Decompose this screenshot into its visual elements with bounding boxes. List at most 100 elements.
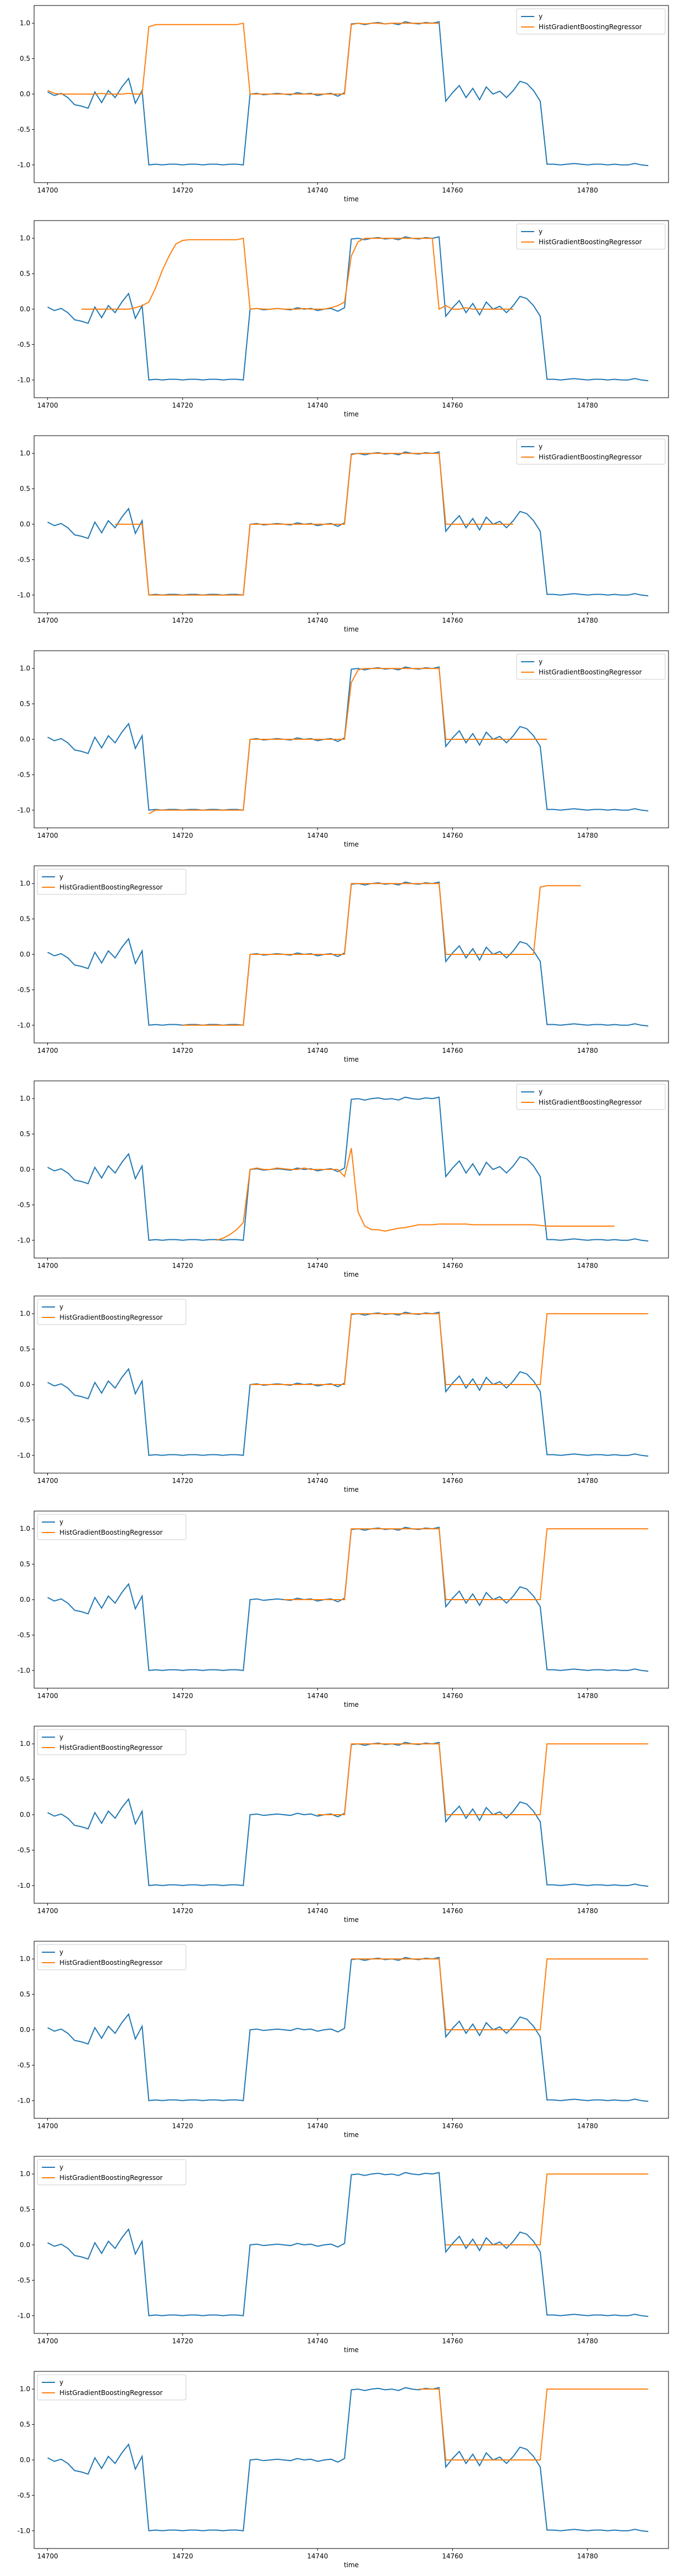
- x-tick-label: 14700: [37, 402, 58, 409]
- y-tick-label: 0.5: [20, 55, 30, 63]
- x-tick-label: 14700: [37, 617, 58, 624]
- series-line-y: [47, 666, 649, 812]
- y-tick-label: 1.0: [20, 880, 30, 887]
- x-tick-label: 14740: [307, 1907, 328, 1915]
- series-line-y: [47, 2172, 649, 2317]
- x-tick-label: 14760: [442, 1907, 463, 1915]
- chart-10: -1.0 -0.5 0.0 0.5 1.0 14700 14720 14740 14760 147…: [18, 1941, 669, 2139]
- y-tick-label: -1.0: [18, 591, 30, 599]
- y-tick-label: 0.5: [20, 1130, 30, 1138]
- x-tick-label: 14780: [577, 402, 598, 409]
- x-tick-label: 14700: [37, 2552, 58, 2560]
- series-line-y: [47, 236, 649, 382]
- chart-5: -1.0 -0.5 0.0 0.5 1.0 14700 14720 14740 14760 147…: [18, 865, 669, 1063]
- legend-label: HistGradientBoostingRegressor: [539, 238, 642, 246]
- legend-label: y: [59, 1733, 63, 1741]
- x-tick-label: 14760: [442, 2337, 463, 2345]
- x-tick-label: 14760: [442, 2552, 463, 2560]
- y-tick-label: -0.5: [18, 1416, 30, 1424]
- x-tick-label: 14720: [172, 402, 193, 409]
- series-line-hgbr: [283, 1528, 649, 1600]
- x-tick-label: 14700: [37, 186, 58, 194]
- series-line-hgbr: [216, 1148, 615, 1241]
- y-tick-label: 0.5: [20, 915, 30, 923]
- x-axis-label: time: [344, 1056, 359, 1063]
- x-tick-label: 14780: [577, 186, 598, 194]
- x-tick-label: 14700: [37, 1907, 58, 1915]
- series-line-hgbr: [149, 668, 547, 815]
- x-tick-label: 14720: [172, 2122, 193, 2130]
- series-line-hgbr: [250, 1313, 649, 1385]
- x-tick-label: 14780: [577, 2337, 598, 2345]
- y-tick-label: -1.0: [18, 1667, 30, 1674]
- x-tick-label: 14740: [307, 617, 328, 624]
- y-tick-label: -0.5: [18, 1631, 30, 1639]
- y-tick-label: -0.5: [18, 2276, 30, 2284]
- x-tick-label: 14740: [307, 2337, 328, 2345]
- x-tick-label: 14700: [37, 1692, 58, 1700]
- series-line-y: [47, 2387, 649, 2533]
- legend-label: y: [539, 13, 543, 20]
- legend-label: HistGradientBoostingRegressor: [59, 2389, 163, 2397]
- x-tick-label: 14740: [307, 1692, 328, 1700]
- y-tick-label: 0.5: [20, 1345, 30, 1353]
- x-tick-label: 14700: [37, 1477, 58, 1485]
- legend-box: [516, 653, 666, 680]
- x-axis-label: time: [344, 841, 359, 848]
- y-tick-label: -0.5: [18, 2491, 30, 2499]
- x-tick-label: 14740: [307, 1262, 328, 1270]
- legend-box: [37, 1729, 187, 1755]
- series-line-hgbr: [446, 2173, 649, 2245]
- y-tick-label: 1.0: [20, 1955, 30, 1963]
- x-tick-label: 14760: [442, 1477, 463, 1485]
- x-axis-label: time: [344, 1701, 359, 1709]
- y-tick-label: -1.0: [18, 2527, 30, 2535]
- x-tick-label: 14780: [577, 1477, 598, 1485]
- y-tick-label: -1.0: [18, 1882, 30, 1890]
- series-line-y: [47, 1096, 649, 1242]
- y-tick-label: 0.5: [20, 1561, 30, 1568]
- x-tick-label: 14760: [442, 1047, 463, 1054]
- chart-9: -1.0 -0.5 0.0 0.5 1.0 14700 14720 14740 14760 147…: [18, 1726, 669, 1924]
- legend-box: [37, 1299, 187, 1325]
- legend-label: HistGradientBoostingRegressor: [59, 1314, 163, 1321]
- legend-box: [37, 2159, 187, 2185]
- legend-label: y: [59, 2163, 63, 2171]
- x-tick-label: 14740: [307, 1477, 328, 1485]
- x-tick-label: 14720: [172, 2337, 193, 2345]
- chart-8: -1.0 -0.5 0.0 0.5 1.0 14700 14720 14740 14760 147…: [18, 1511, 669, 1709]
- y-tick-label: -0.5: [18, 125, 30, 133]
- legend-label: y: [59, 1518, 63, 1526]
- chart-12: -1.0 -0.5 0.0 0.5 1.0 14700 14720 14740 14760 147…: [18, 2371, 669, 2569]
- y-tick-label: 0.5: [20, 270, 30, 278]
- series-line-hgbr: [351, 1958, 649, 2030]
- x-tick-label: 14780: [577, 1692, 598, 1700]
- x-tick-label: 14700: [37, 2122, 58, 2130]
- legend-label: y: [539, 658, 543, 666]
- y-tick-label: 0.0: [20, 90, 30, 98]
- x-tick-label: 14760: [442, 617, 463, 624]
- y-tick-label: -1.0: [18, 161, 30, 169]
- x-axis-label: time: [344, 625, 359, 633]
- y-tick-label: -0.5: [18, 1846, 30, 1854]
- y-tick-label: 0.0: [20, 2026, 30, 2034]
- y-tick-label: 0.0: [20, 735, 30, 743]
- x-tick-label: 14760: [442, 1692, 463, 1700]
- x-tick-label: 14740: [307, 1047, 328, 1054]
- y-tick-label: 0.0: [20, 1381, 30, 1388]
- legend-box: [516, 8, 666, 35]
- series-line-y: [47, 1957, 649, 2102]
- y-tick-label: 1.0: [20, 449, 30, 457]
- x-tick-label: 14720: [172, 1262, 193, 1270]
- x-tick-label: 14720: [172, 617, 193, 624]
- x-tick-label: 14700: [37, 1262, 58, 1270]
- legend-label: HistGradientBoostingRegressor: [539, 453, 642, 461]
- y-tick-label: 0.0: [20, 2456, 30, 2464]
- chart-3: -1.0 -0.5 0.0 0.5 1.0 14700 14720 14740 14760 147…: [18, 435, 669, 633]
- y-tick-label: 1.0: [20, 1525, 30, 1533]
- x-tick-label: 14740: [307, 2122, 328, 2130]
- series-line-hgbr: [81, 237, 513, 310]
- y-tick-label: -0.5: [18, 2061, 30, 2069]
- series-line-hgbr: [182, 883, 581, 1026]
- x-tick-label: 14720: [172, 1907, 193, 1915]
